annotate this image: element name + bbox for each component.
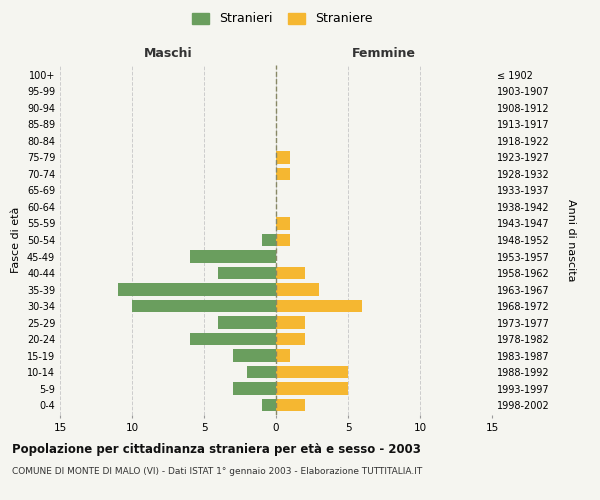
Text: Maschi: Maschi (143, 47, 193, 60)
Y-axis label: Fasce di età: Fasce di età (11, 207, 21, 273)
Bar (262, 399, 276, 411)
Bar (218, 316, 276, 328)
Bar (276, 366, 348, 378)
Y-axis label: Anni di nascita: Anni di nascita (566, 198, 577, 281)
Bar (190, 333, 276, 345)
Bar (276, 168, 290, 180)
Bar (233, 350, 276, 362)
Bar (276, 382, 348, 395)
Bar (218, 267, 276, 279)
Bar (276, 399, 305, 411)
Bar (233, 382, 276, 395)
Text: COMUNE DI MONTE DI MALO (VI) - Dati ISTAT 1° gennaio 2003 - Elaborazione TUTTITA: COMUNE DI MONTE DI MALO (VI) - Dati ISTA… (12, 468, 422, 476)
Bar (276, 333, 305, 345)
Bar (276, 234, 290, 246)
Bar (118, 284, 276, 296)
Legend: Stranieri, Straniere: Stranieri, Straniere (188, 8, 376, 29)
Bar (276, 300, 362, 312)
Bar (276, 152, 290, 164)
Bar (262, 234, 276, 246)
Bar (190, 250, 276, 262)
Text: Popolazione per cittadinanza straniera per età e sesso - 2003: Popolazione per cittadinanza straniera p… (12, 442, 421, 456)
Bar (132, 300, 276, 312)
Bar (276, 316, 305, 328)
Bar (276, 218, 290, 230)
Text: Femmine: Femmine (352, 47, 416, 60)
Bar (247, 366, 276, 378)
Bar (276, 267, 305, 279)
Bar (276, 350, 290, 362)
Bar (276, 284, 319, 296)
